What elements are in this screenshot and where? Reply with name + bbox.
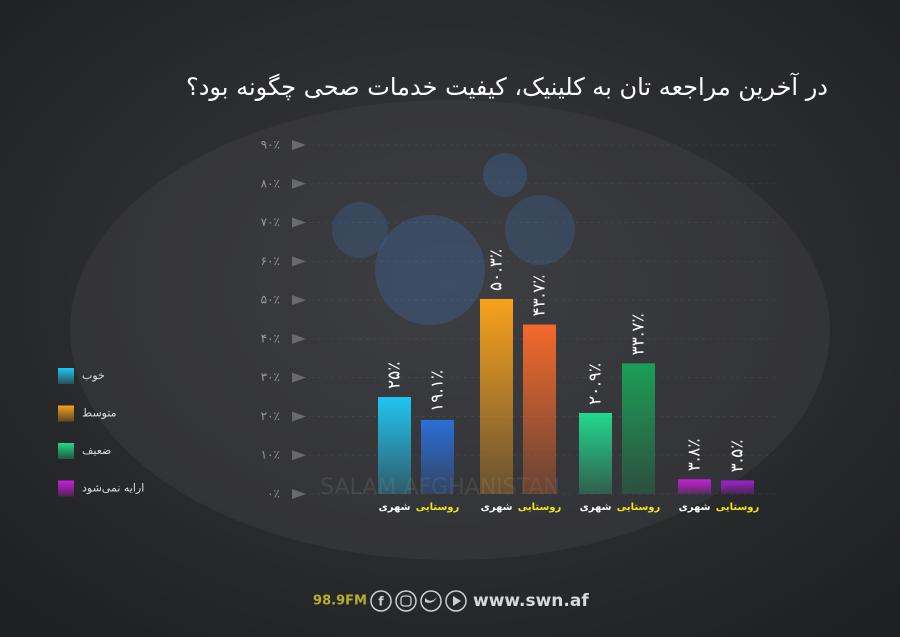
youtube-glyph bbox=[453, 596, 461, 606]
x-tick-label: شهری bbox=[679, 502, 711, 513]
bar bbox=[378, 397, 411, 494]
tick-mark bbox=[292, 217, 306, 228]
facebook-glyph: f bbox=[378, 595, 384, 609]
x-tick-label: شهری bbox=[481, 502, 513, 513]
value-label: ۳۳.۷٪ bbox=[629, 313, 649, 355]
twitter-icon bbox=[420, 590, 442, 612]
y-tick-label: ۷۰٪ bbox=[261, 215, 280, 229]
legend-label: خوب bbox=[82, 369, 105, 382]
tick-mark bbox=[292, 372, 306, 383]
twitter-glyph bbox=[425, 597, 437, 603]
x-tick-label: روستایی bbox=[716, 502, 760, 513]
value-label: ۲۵٪ bbox=[385, 362, 405, 389]
value-label: ۲۰.۹٪ bbox=[586, 363, 606, 405]
bar bbox=[421, 419, 454, 494]
y-tick-label: ۶۰٪ bbox=[261, 254, 280, 268]
value-label: ۱۹.۱٪ bbox=[428, 370, 448, 412]
instagram-glyph bbox=[400, 595, 412, 607]
y-tick-label: ۵۰٪ bbox=[261, 293, 280, 307]
footer: 98.9FM f www.swn.af bbox=[313, 590, 589, 612]
bar bbox=[678, 479, 711, 494]
y-tick-label: ۴۰٪ bbox=[261, 331, 280, 345]
value-label: ۳.۵٪ bbox=[728, 440, 748, 473]
tick-mark bbox=[292, 489, 306, 499]
value-label: ۵۰.۳٪ bbox=[487, 249, 507, 291]
tick-mark bbox=[292, 333, 306, 344]
x-tick-label: روستایی bbox=[518, 502, 562, 513]
x-tick-label: روستایی bbox=[416, 502, 460, 513]
value-label: ۳.۸٪ bbox=[685, 438, 705, 471]
y-tick-label: ۱۰٪ bbox=[261, 448, 280, 462]
tick-mark bbox=[292, 256, 306, 267]
bar bbox=[622, 363, 655, 494]
value-label: ۴۳.۷٪ bbox=[530, 275, 550, 317]
y-tick-label: ۸۰٪ bbox=[261, 176, 280, 190]
tick-mark bbox=[292, 178, 306, 189]
facebook-icon bbox=[370, 590, 392, 612]
decor-circle bbox=[483, 153, 527, 197]
bar bbox=[523, 324, 556, 494]
tick-mark bbox=[292, 140, 306, 150]
decor-circle bbox=[505, 195, 575, 265]
station: 98.9FM bbox=[313, 594, 367, 609]
bar bbox=[579, 412, 612, 494]
legend-swatch bbox=[58, 443, 74, 459]
legend-label: ارایه نمی‌شود bbox=[82, 482, 144, 495]
tick-mark bbox=[292, 411, 306, 422]
x-tick-label: روستایی bbox=[617, 502, 661, 513]
tick-mark bbox=[292, 450, 306, 461]
instagram-icon bbox=[395, 590, 417, 612]
decor-circle bbox=[332, 202, 388, 258]
legend-label: ضعیف bbox=[82, 444, 111, 457]
website: www.swn.af bbox=[473, 591, 589, 611]
legend-swatch bbox=[58, 405, 74, 422]
y-tick-label: ۰٪ bbox=[267, 487, 280, 501]
decor-circle bbox=[375, 215, 485, 325]
y-tick-label: ۲۰٪ bbox=[261, 409, 280, 423]
legend-label: متوسط bbox=[82, 407, 117, 420]
y-tick-label: ۹۰٪ bbox=[261, 138, 280, 152]
y-tick-label: ۳۰٪ bbox=[261, 370, 280, 384]
bar bbox=[480, 298, 513, 494]
chart-title: در آخرین مراجعه تان به کلینیک، کیفیت خدم… bbox=[186, 72, 828, 101]
x-tick-label: شهری bbox=[580, 502, 612, 513]
legend-swatch bbox=[58, 480, 74, 497]
legend-swatch bbox=[58, 368, 74, 384]
youtube-icon bbox=[445, 590, 467, 612]
bar bbox=[721, 480, 754, 494]
x-tick-label: شهری bbox=[379, 502, 411, 513]
tick-mark bbox=[292, 295, 306, 306]
